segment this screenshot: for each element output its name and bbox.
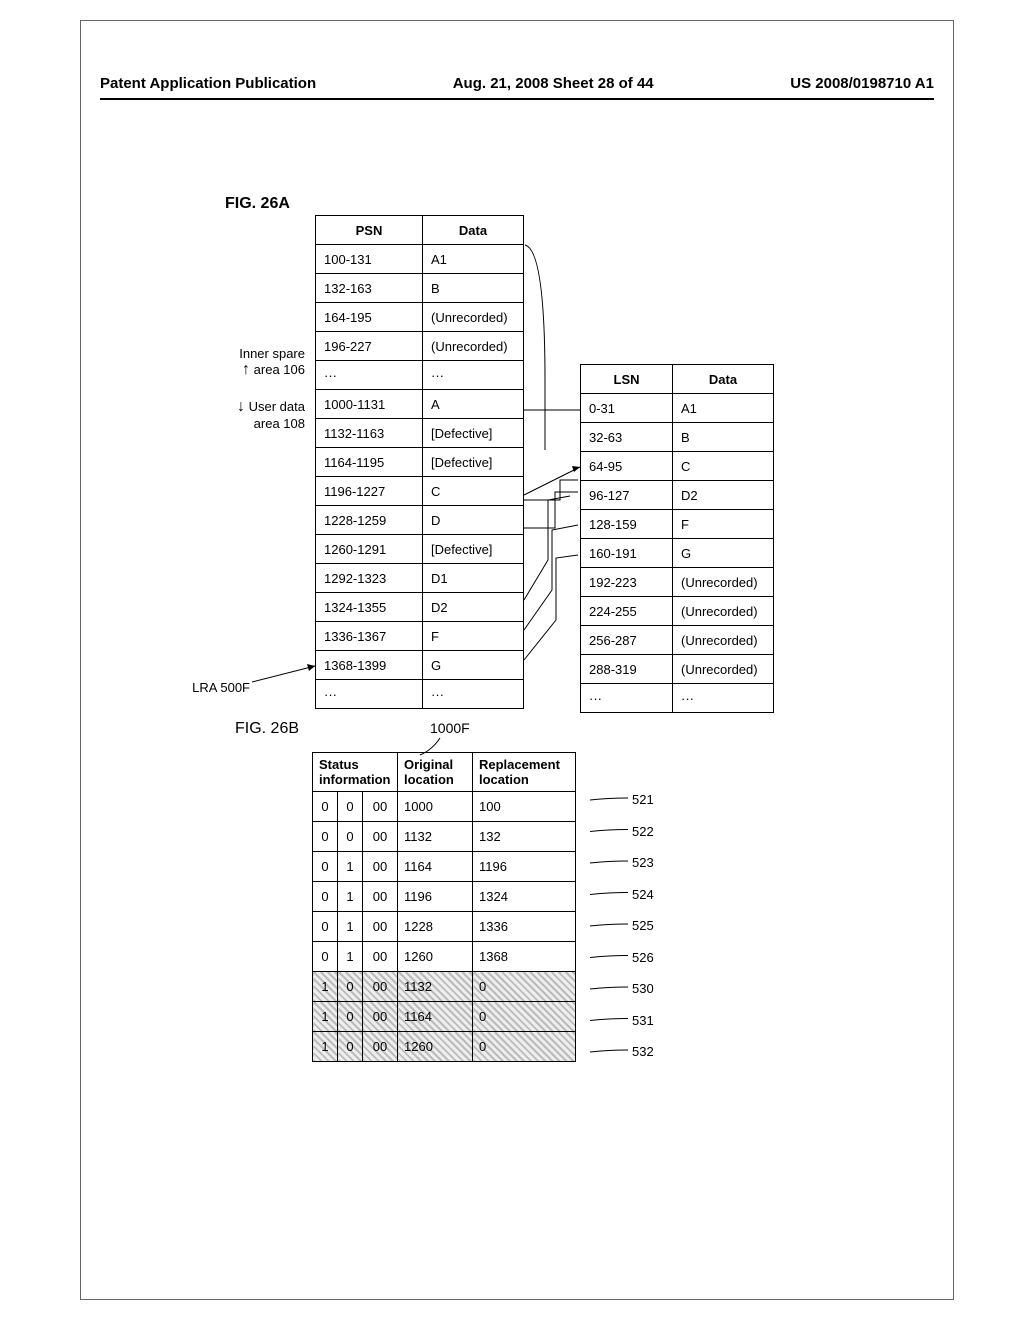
table-row: ······ <box>581 684 774 713</box>
table-row: 100011640 <box>313 1002 576 1032</box>
header-rule <box>100 98 934 100</box>
psn-header: PSN <box>316 216 423 245</box>
table-row: 0-31A1 <box>581 394 774 423</box>
lra-label: LRA 500F <box>170 680 250 695</box>
lsn-data-header: Data <box>673 365 774 394</box>
table-row: 100012600 <box>313 1032 576 1062</box>
fig26b-label: FIG. 26B <box>235 720 299 738</box>
arrow-down-icon: ↓ <box>237 398 245 416</box>
table-row: 1324-1355D2 <box>316 593 524 622</box>
table-row: 1292-1323D1 <box>316 564 524 593</box>
psn-table: PSN Data 100-131A1132-163B164-195(Unreco… <box>315 215 524 709</box>
table-row: 192-223(Unrecorded) <box>581 568 774 597</box>
table-row: 1368-1399G <box>316 651 524 680</box>
table-row: 100011320 <box>313 972 576 1002</box>
page-header: Patent Application Publication Aug. 21, … <box>100 75 934 92</box>
table-row: 64-95C <box>581 452 774 481</box>
dfl-table: Status information Original location Rep… <box>312 752 576 1062</box>
table-row: 1132-1163[Defective] <box>316 419 524 448</box>
table-row: 00001000100 <box>313 792 576 822</box>
header-center: Aug. 21, 2008 Sheet 28 of 44 <box>453 75 654 92</box>
table-row: 010011961324 <box>313 882 576 912</box>
row-ref-label: 524 <box>632 887 654 902</box>
table-row: 164-195(Unrecorded) <box>316 303 524 332</box>
row-ref-label: 530 <box>632 981 654 996</box>
row-ref-label: 522 <box>632 824 654 839</box>
replacement-header: Replacement location <box>473 753 576 792</box>
arrow-up-icon: ↑ <box>242 361 250 379</box>
table-row: 256-287(Unrecorded) <box>581 626 774 655</box>
table-row: 1000-1131A <box>316 390 524 419</box>
row-ref-label: 521 <box>632 792 654 807</box>
table-row: ······ <box>316 680 524 709</box>
label-1000f: 1000F <box>430 720 470 736</box>
row-ref-label: 525 <box>632 918 654 933</box>
lsn-table: LSN Data 0-31A132-63B64-95C96-127D2128-1… <box>580 364 774 713</box>
table-row: 1260-1291[Defective] <box>316 535 524 564</box>
table-row: 00001132132 <box>313 822 576 852</box>
table-row: 132-163B <box>316 274 524 303</box>
original-header: Original location <box>398 753 473 792</box>
lsn-header: LSN <box>581 365 673 394</box>
row-ref-label: 523 <box>632 855 654 870</box>
header-left: Patent Application Publication <box>100 75 316 92</box>
table-row: 1228-1259D <box>316 506 524 535</box>
table-row: 160-191G <box>581 539 774 568</box>
fig26a-label: FIG. 26A <box>225 195 290 213</box>
table-row: 224-255(Unrecorded) <box>581 597 774 626</box>
table-row: 100-131A1 <box>316 245 524 274</box>
table-row: 288-319(Unrecorded) <box>581 655 774 684</box>
header-right: US 2008/0198710 A1 <box>790 75 934 92</box>
table-row: 1196-1227C <box>316 477 524 506</box>
table-row: 010012281336 <box>313 912 576 942</box>
row-ref-label: 532 <box>632 1044 654 1059</box>
table-row: 1164-1195[Defective] <box>316 448 524 477</box>
table-row: 196-227(Unrecorded) <box>316 332 524 361</box>
user-data-label: ↓ User data area 108 <box>201 398 305 431</box>
row-ref-label: 526 <box>632 950 654 965</box>
table-row: 128-159F <box>581 510 774 539</box>
table-row: 010012601368 <box>313 942 576 972</box>
table-row: ······ <box>316 361 524 390</box>
table-row: 1336-1367F <box>316 622 524 651</box>
status-header: Status information <box>313 753 398 792</box>
row-ref-label: 531 <box>632 1013 654 1028</box>
table-row: 96-127D2 <box>581 481 774 510</box>
table-row: 010011641196 <box>313 852 576 882</box>
inner-spare-label: Inner spare ↑ area 106 <box>215 346 305 379</box>
data-header: Data <box>423 216 524 245</box>
table-row: 32-63B <box>581 423 774 452</box>
